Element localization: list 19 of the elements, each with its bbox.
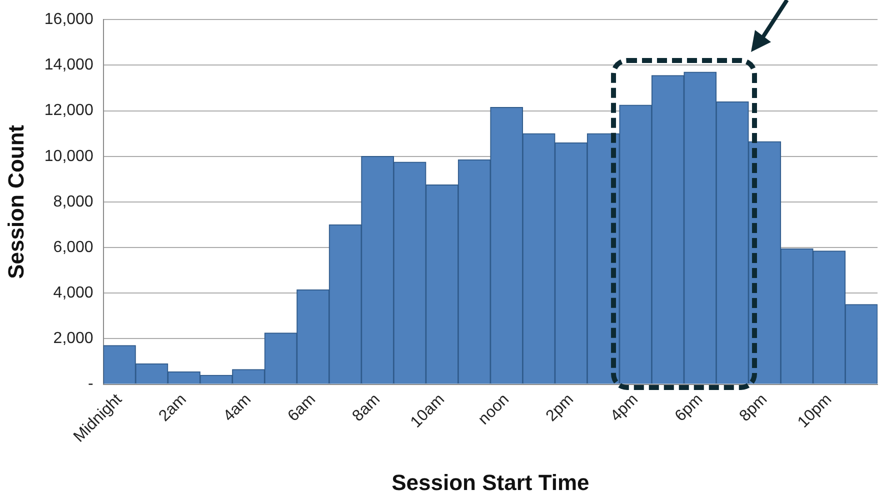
y-tick-label: 14,000 <box>44 56 94 74</box>
y-axis-title: Session Count <box>3 124 28 279</box>
x-tick-label: 2am <box>156 390 190 425</box>
y-tick-label: 12,000 <box>44 102 94 120</box>
y-tick-label: 2,000 <box>53 330 94 348</box>
x-tick-label: 6pm <box>672 390 706 425</box>
y-tick-label: - <box>88 376 94 393</box>
x-tick-label: 4am <box>220 390 254 425</box>
y-tick-label: 6,000 <box>53 238 94 256</box>
x-tick-label: 6am <box>284 390 319 425</box>
y-tick-label: 10,000 <box>44 148 94 165</box>
y-tick-label: 4,000 <box>53 284 94 302</box>
y-tick-label: 8,000 <box>53 193 94 210</box>
x-tick-label: 8am <box>349 390 384 425</box>
x-tick-label: 8pm <box>736 390 771 425</box>
y-tick-label: 16,000 <box>44 11 94 28</box>
x-tick-label: 4pm <box>608 390 642 425</box>
x-axis-title: Session Start Time <box>392 470 590 495</box>
x-tick-label: 2pm <box>543 390 578 425</box>
